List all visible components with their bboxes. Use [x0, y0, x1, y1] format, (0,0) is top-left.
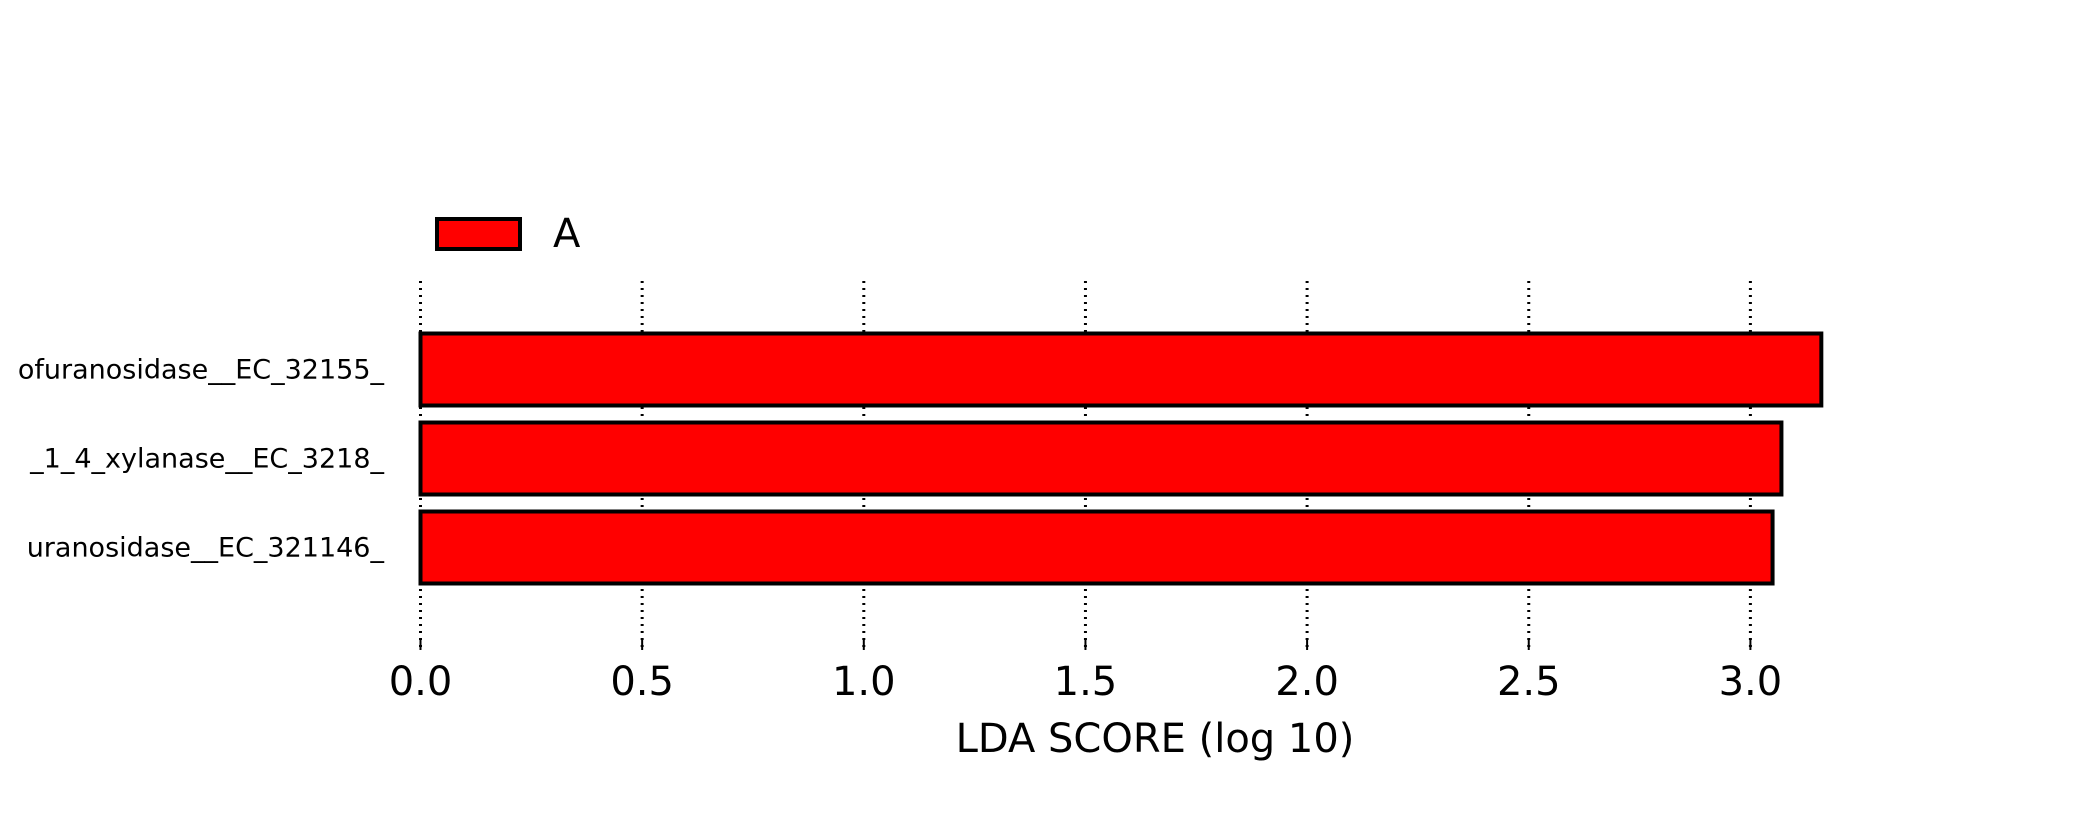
x-tick-label: 2.5: [1497, 659, 1561, 705]
x-tick-label: 0.5: [610, 659, 674, 705]
x-tick-label: 1.5: [1054, 659, 1118, 705]
legend-swatch: [435, 217, 522, 251]
bar: [418, 420, 1784, 497]
y-tick-label: ofuranosidase__EC_32155_: [18, 355, 385, 386]
x-tick-label: 3.0: [1719, 659, 1783, 705]
y-tick-label: _1_4_xylanase__EC_3218_: [29, 444, 384, 475]
x-axis-label: LDA SCORE (log 10): [956, 716, 1355, 762]
x-tick-label: 1.0: [832, 659, 896, 705]
y-tick-label: uranosidase__EC_321146_: [27, 533, 385, 564]
x-tick-label: 2.0: [1275, 659, 1339, 705]
legend-label: A: [553, 211, 581, 257]
bar: [418, 331, 1824, 408]
x-tick-label: 0.0: [389, 659, 453, 705]
bar: [418, 509, 1775, 586]
